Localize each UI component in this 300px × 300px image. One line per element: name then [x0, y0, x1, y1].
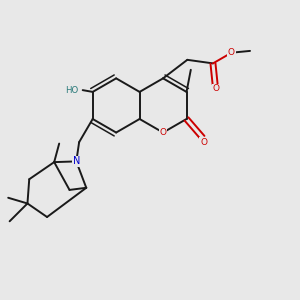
- Text: O: O: [212, 84, 219, 93]
- Text: O: O: [228, 48, 235, 57]
- Text: N: N: [73, 156, 80, 167]
- Text: O: O: [200, 138, 207, 147]
- Text: HO: HO: [65, 85, 79, 94]
- Text: O: O: [160, 128, 167, 137]
